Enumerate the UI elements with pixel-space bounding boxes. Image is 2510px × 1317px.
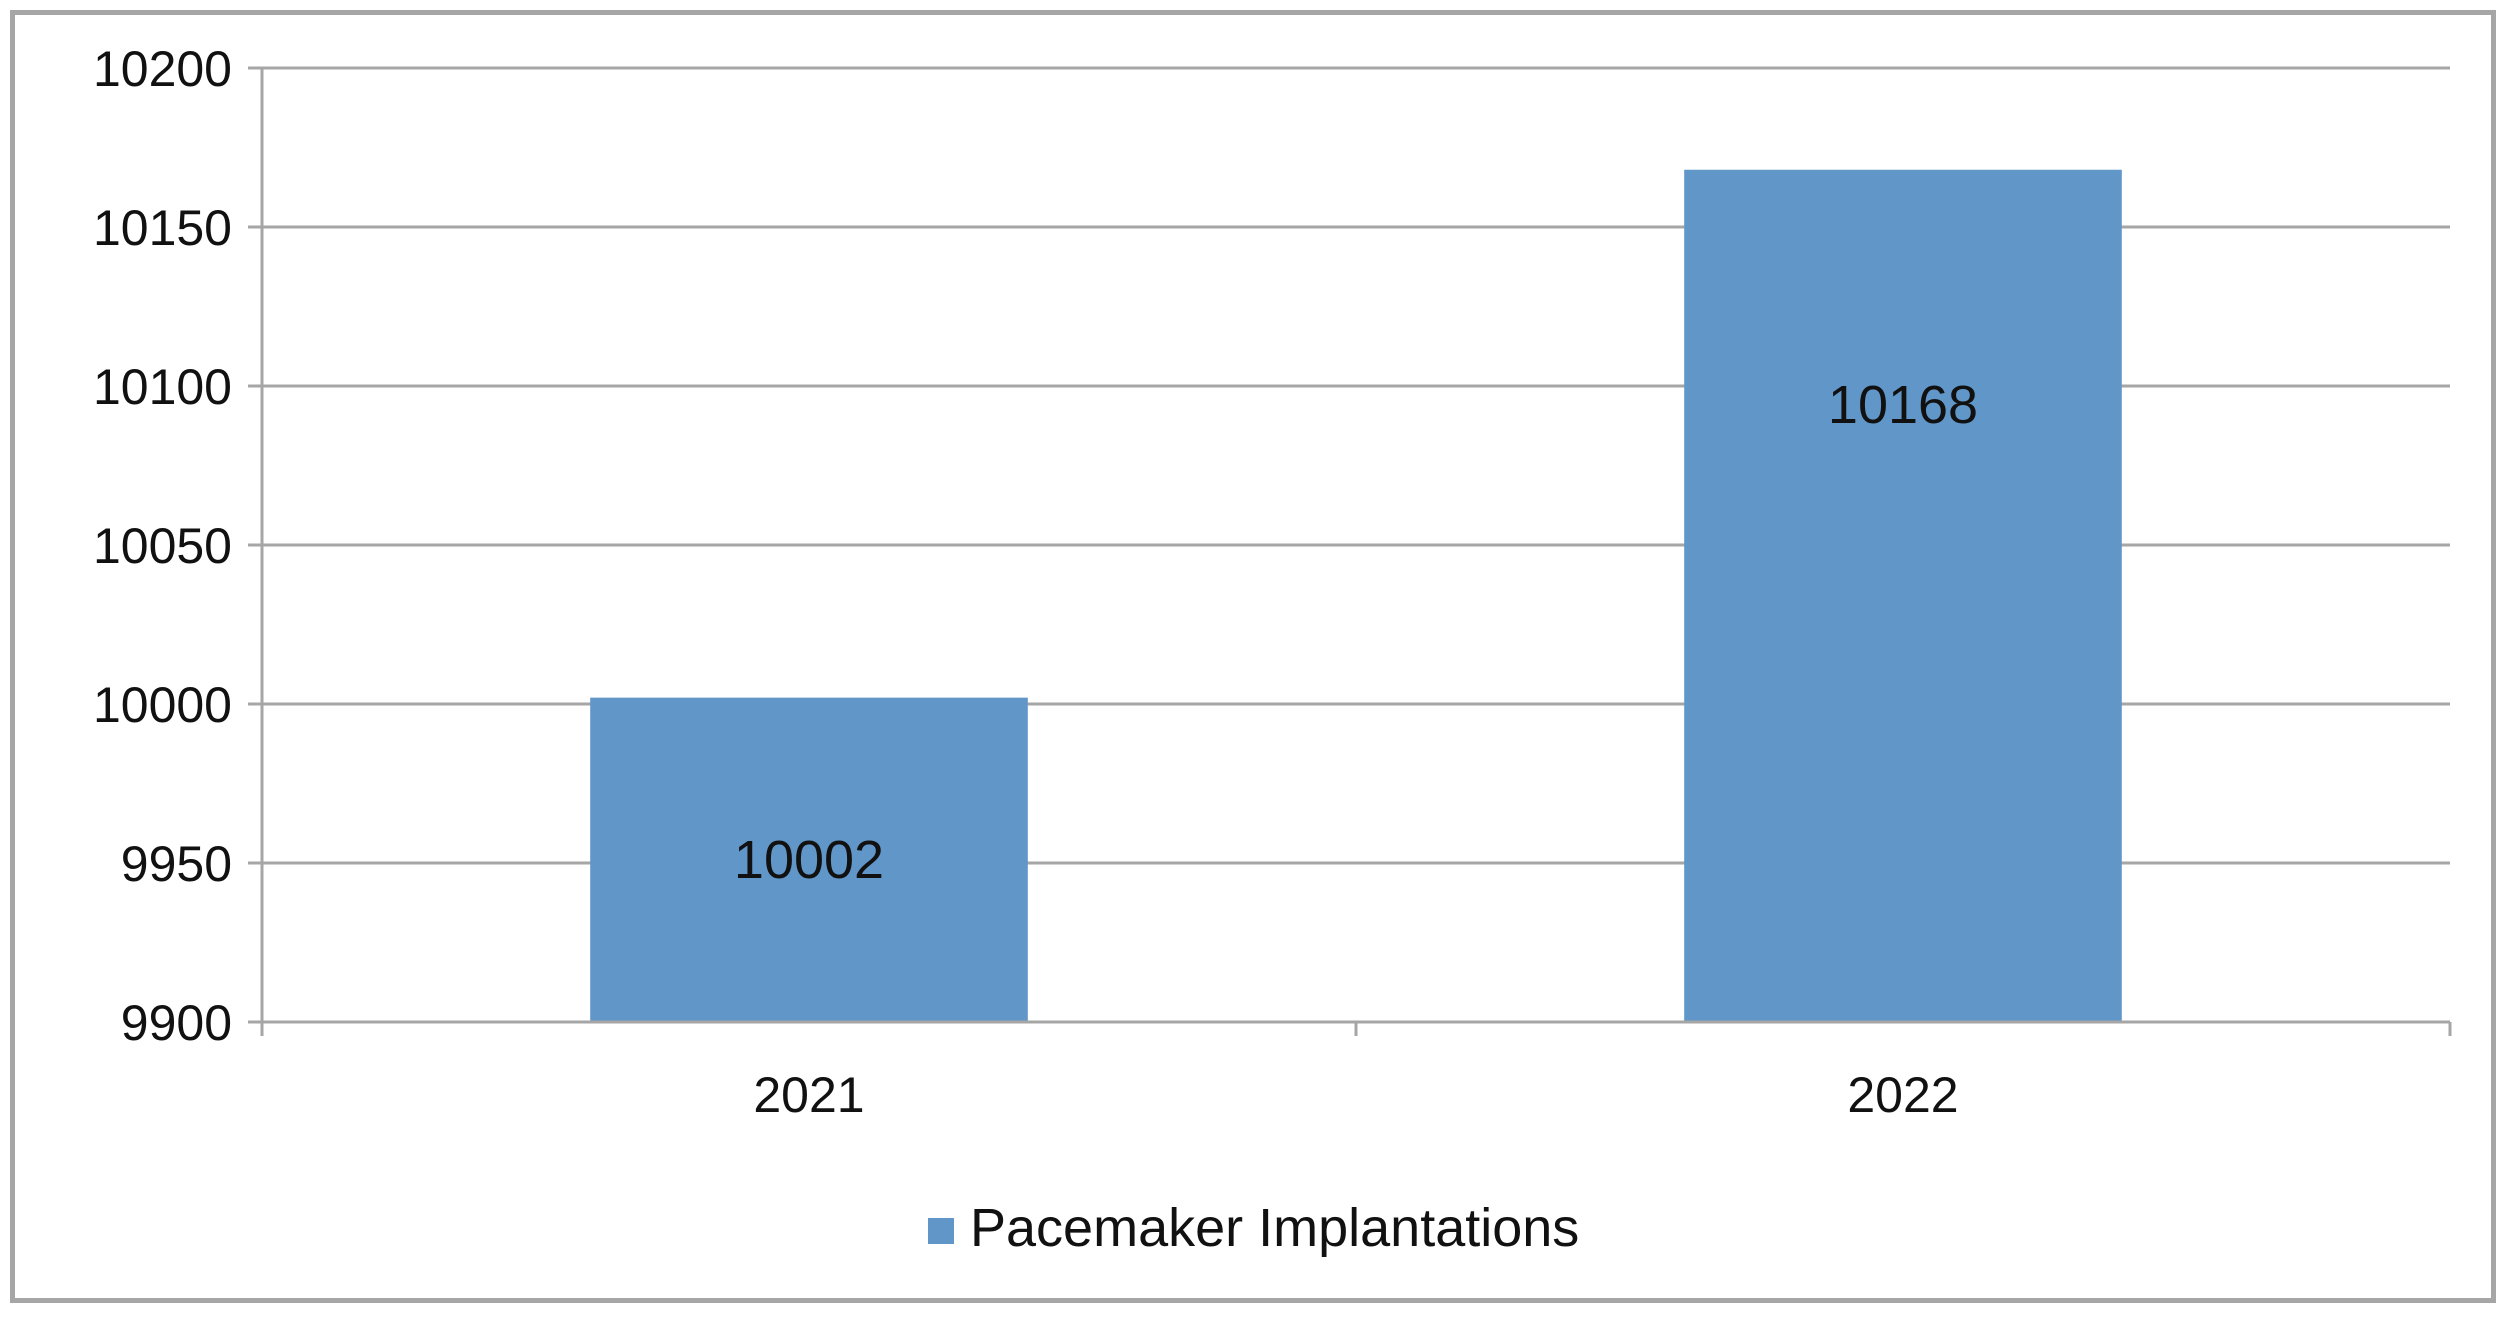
y-tick-label: 10100 <box>93 359 232 415</box>
axes <box>248 66 2452 1036</box>
y-tick-label: 9950 <box>121 836 232 892</box>
bars <box>590 169 2122 1022</box>
x-tick-label: 2022 <box>1847 1067 1958 1123</box>
legend-swatch <box>928 1218 954 1244</box>
bar-2022 <box>1684 169 2122 1022</box>
bar-2021 <box>590 697 1028 1022</box>
x-tick-label: 2021 <box>753 1067 864 1123</box>
legend-label: Pacemaker Implantations <box>970 1198 1579 1258</box>
y-tick-label: 10150 <box>93 200 232 256</box>
y-tick-label: 9900 <box>121 995 232 1051</box>
data-label: 10168 <box>1828 375 1978 435</box>
y-tick-label: 10000 <box>93 677 232 733</box>
data-label: 10002 <box>734 830 884 890</box>
labels: 9900 9950 10000 10050 10100 10150 10200 10002 10… <box>93 41 1978 1123</box>
legend: Pacemaker Implantations <box>928 1198 1579 1258</box>
y-tick-label: 10200 <box>93 41 232 97</box>
y-tick-label: 10050 <box>93 518 232 574</box>
